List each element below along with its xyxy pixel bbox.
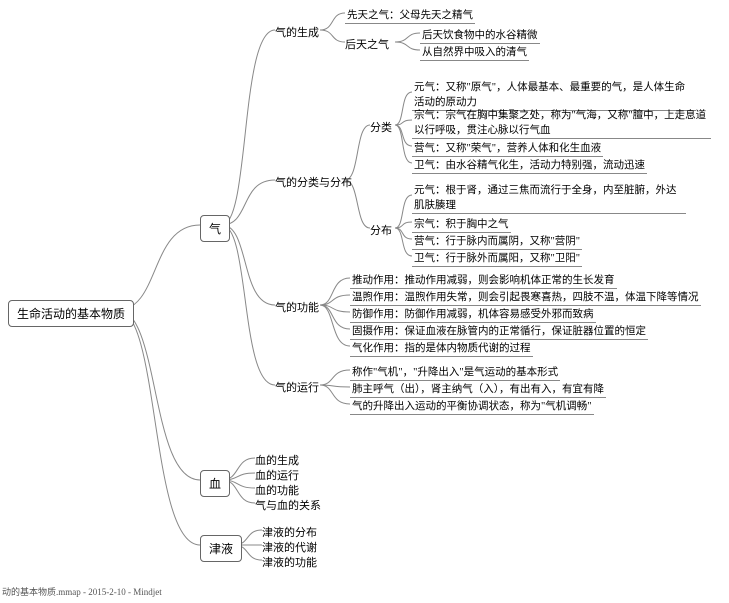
qi-gen-b-label[interactable]: 后天之气 bbox=[345, 36, 389, 52]
jinye-c: 津液的功能 bbox=[262, 554, 317, 570]
fenbu-2: 宗气：积于胸中之气 bbox=[412, 215, 511, 233]
qi-func-label[interactable]: 气的功能 bbox=[275, 299, 319, 315]
func-c: 防御作用：防御作用减弱，机体容易感受外邪而致病 bbox=[350, 305, 596, 323]
qi-gen-label[interactable]: 气的生成 bbox=[275, 24, 319, 40]
fenbu-3: 营气：行于脉内而属阴，又称"营阴" bbox=[412, 232, 582, 250]
fenlei-label[interactable]: 分类 bbox=[370, 119, 392, 135]
jinye-node[interactable]: 津液 bbox=[200, 535, 242, 562]
func-e: 气化作用：指的是体内物质代谢的过程 bbox=[350, 339, 533, 357]
qi-class-label[interactable]: 气的分类与分布 bbox=[275, 174, 352, 190]
qi-move-label[interactable]: 气的运行 bbox=[275, 379, 319, 395]
qi-node[interactable]: 气 bbox=[200, 215, 230, 242]
jinye-a: 津液的分布 bbox=[262, 524, 317, 540]
func-a: 推动作用：推动作用减弱，则会影响机体正常的生长发育 bbox=[350, 271, 617, 289]
fenbu-1: 元气：根于肾，通过三焦而流行于全身，内至脏腑，外达肌肤腠理 bbox=[412, 181, 686, 214]
func-d: 固摄作用：保证血液在脉管内的正常循行，保证脏器位置的恒定 bbox=[350, 322, 648, 340]
fenlei-3: 营气：又称"荣气"，营养人体和化生血液 bbox=[412, 139, 603, 157]
jinye-b: 津液的代谢 bbox=[262, 539, 317, 555]
blood-d: 气与血的关系 bbox=[255, 497, 321, 513]
blood-b: 血的运行 bbox=[255, 467, 299, 483]
move-a: 称作"气机"，"升降出入"是气运动的基本形式 bbox=[350, 363, 560, 381]
move-c: 气的升降出入运动的平衡协调状态，称为"气机调畅" bbox=[350, 397, 594, 415]
qi-gen-a: 先天之气：父母先天之精气 bbox=[345, 6, 475, 24]
qi-gen-b1: 后天饮食物中的水谷精微 bbox=[420, 26, 540, 44]
fenlei-4: 卫气：由水谷精气化生，活动力特别强，流动迅速 bbox=[412, 156, 647, 174]
blood-a: 血的生成 bbox=[255, 452, 299, 468]
move-b: 肺主呼气（出），肾主纳气（入），有出有入，有宜有降 bbox=[350, 380, 606, 398]
root-node[interactable]: 生命活动的基本物质 bbox=[8, 300, 134, 327]
blood-c: 血的功能 bbox=[255, 482, 299, 498]
qi-gen-b2: 从自然界中吸入的清气 bbox=[420, 43, 529, 61]
func-b: 温煦作用：温煦作用失常，则会引起畏寒喜热，四肢不温，体温下降等情况 bbox=[350, 288, 701, 306]
fenbu-4: 卫气：行于脉外而属阳，又称"卫阳" bbox=[412, 249, 582, 267]
fenlei-2: 宗气：宗气在胸中集聚之处，称为"气海，又称"膻中，上走息道以行呼吸，贯注心脉以行… bbox=[412, 106, 711, 139]
footer-text: 动的基本物质.mmap - 2015-2-10 - Mindjet bbox=[2, 585, 162, 598]
blood-node[interactable]: 血 bbox=[200, 470, 230, 497]
fenbu-label[interactable]: 分布 bbox=[370, 222, 392, 238]
